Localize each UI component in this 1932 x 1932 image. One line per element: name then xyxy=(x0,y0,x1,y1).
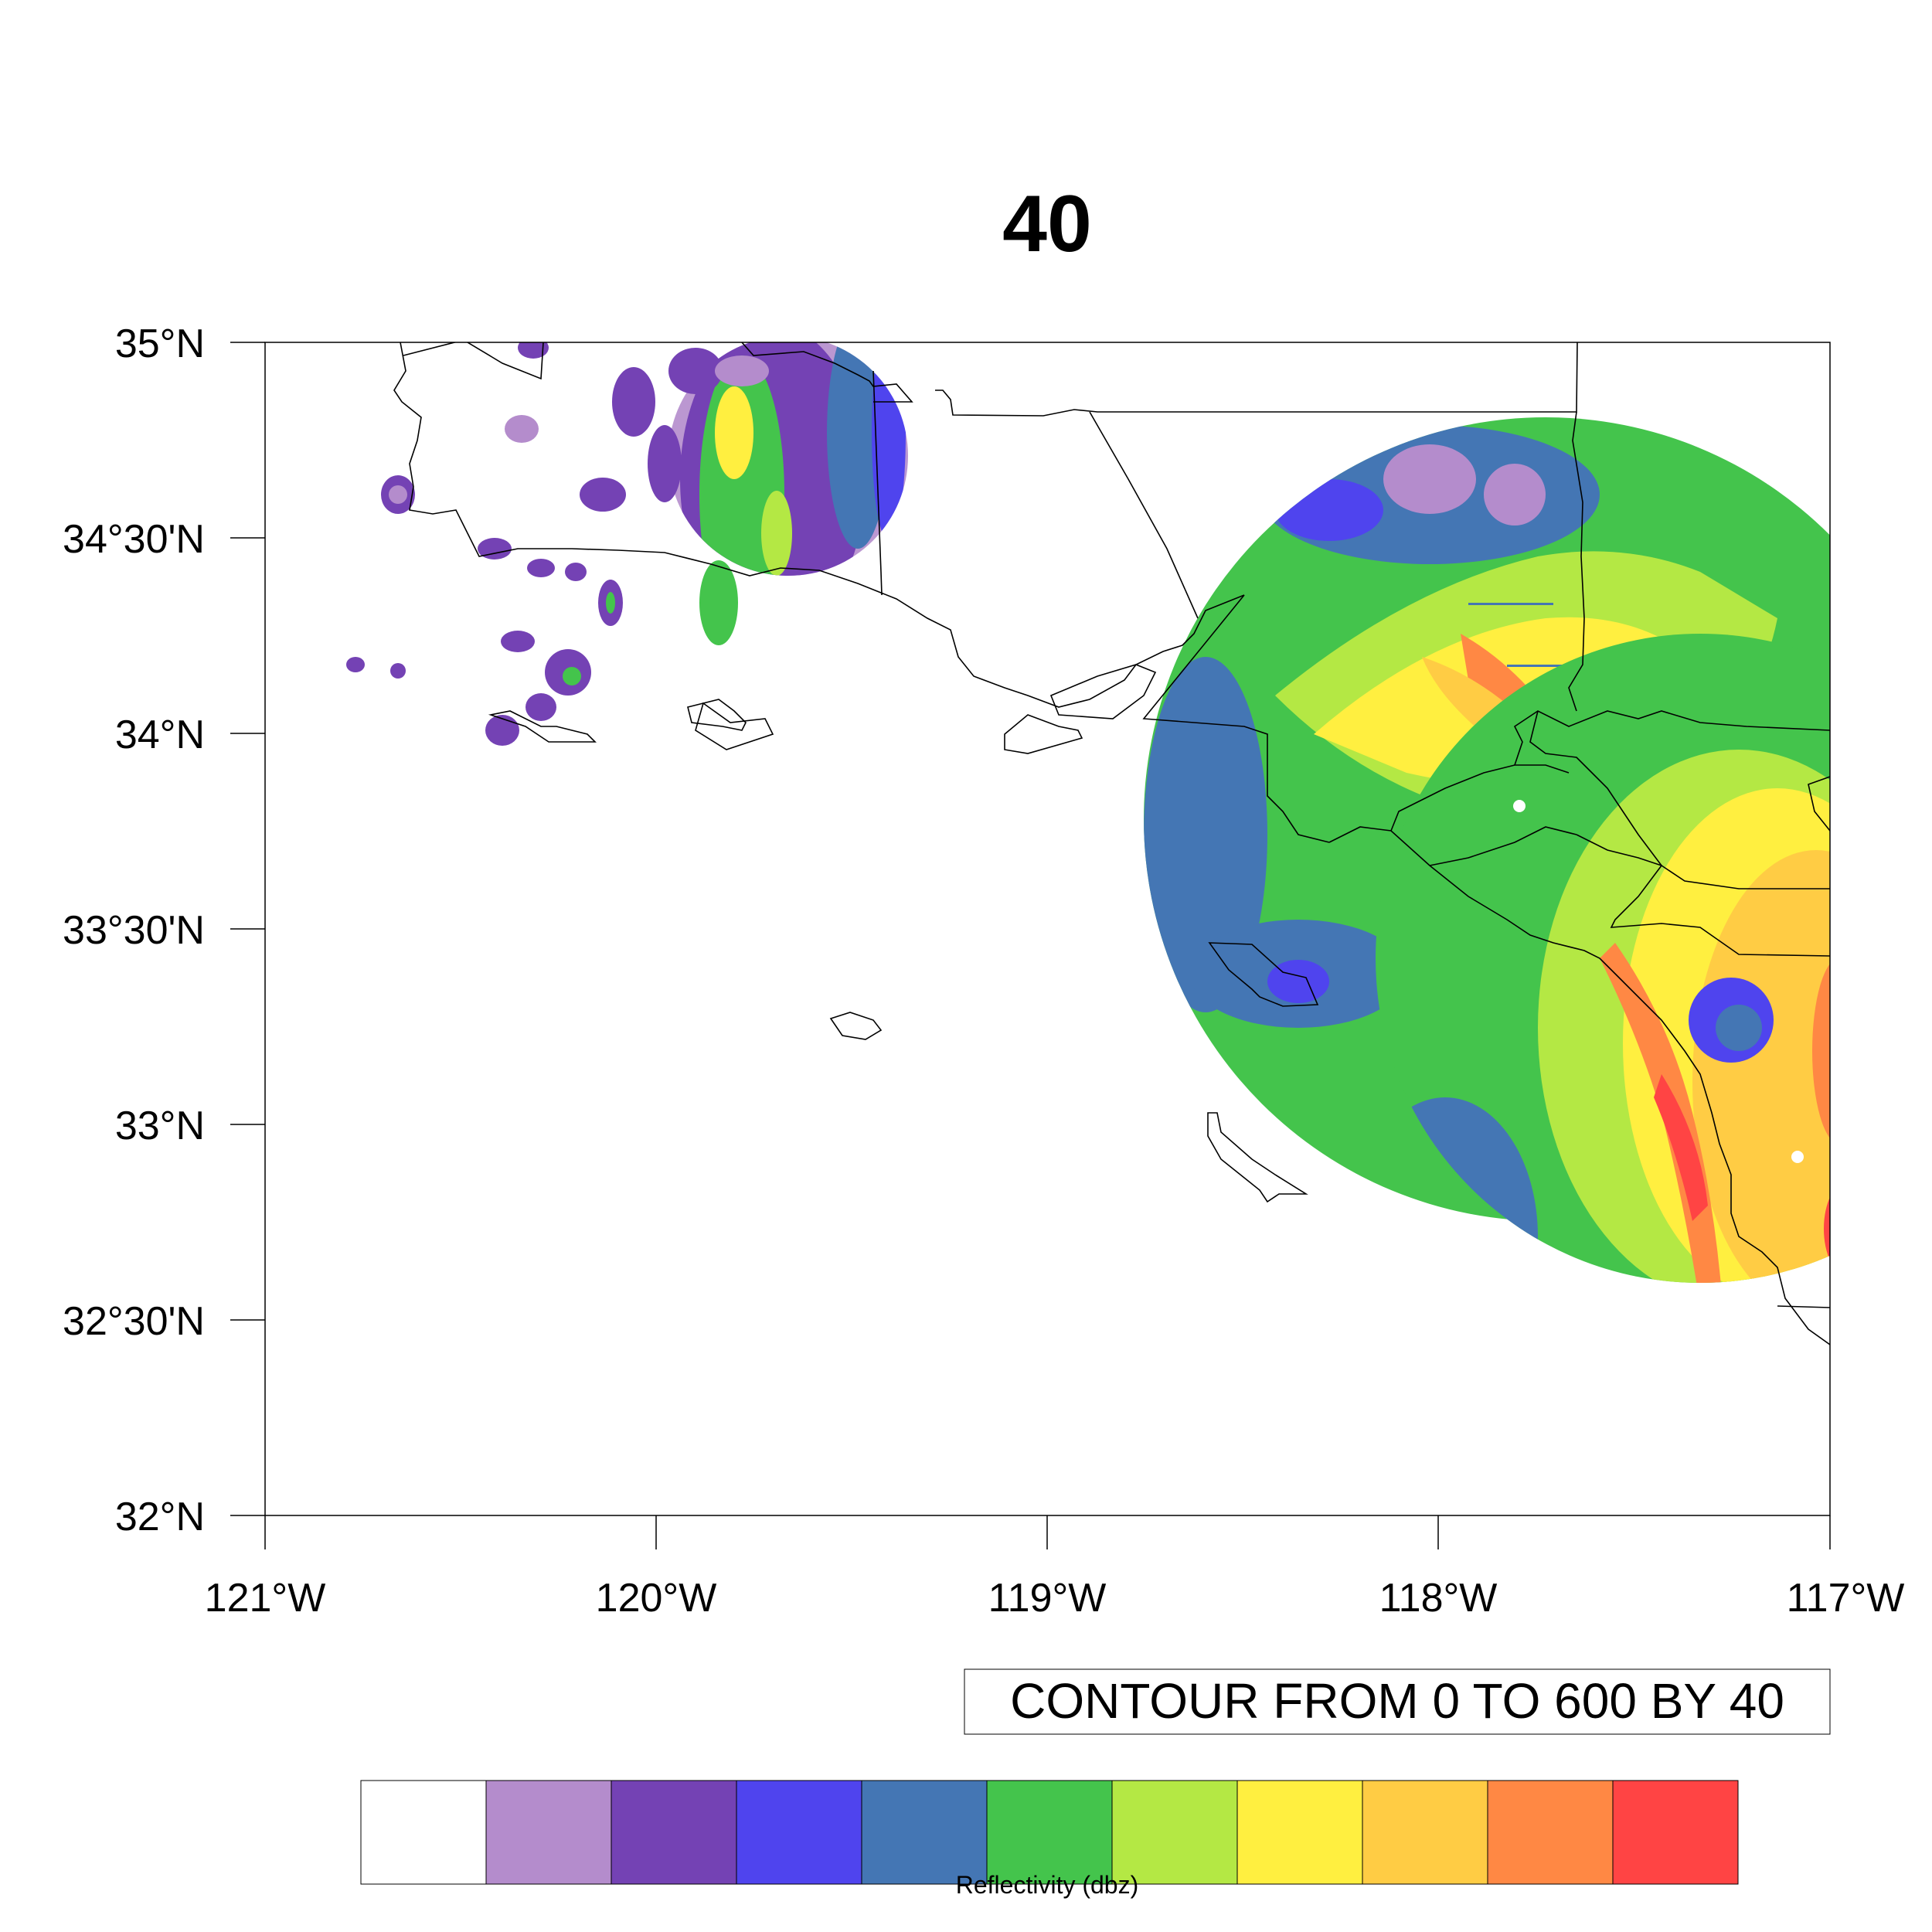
lat-label: 32°30'N xyxy=(63,1299,205,1344)
colorbar-tick-label: 35 xyxy=(1215,1929,1260,1932)
colorbar-swatch xyxy=(986,1780,1113,1885)
colorbar-swatch xyxy=(736,1780,862,1885)
colorbar-swatch xyxy=(1362,1780,1488,1885)
lon-label: 120°W xyxy=(596,1576,717,1621)
lat-label: 34°30'N xyxy=(63,517,205,562)
colorbar-tick-label: 5 xyxy=(475,1929,498,1932)
latitude-labels: 35°N 34°30'N 34°N 33°30'N 33°N 32°30'N 3… xyxy=(63,321,205,1539)
colorbar-swatch xyxy=(1487,1780,1614,1885)
east-radar-echoes xyxy=(1144,417,1830,1283)
colorbar-swatch xyxy=(1111,1780,1238,1885)
lon-label: 118°W xyxy=(1379,1576,1498,1621)
colorbar-tick-label: 40 xyxy=(1340,1929,1385,1932)
colorbar-swatch xyxy=(611,1780,737,1885)
lon-label: 119°W xyxy=(988,1576,1107,1621)
plot-title: 40 xyxy=(1002,179,1092,269)
contour-info-text: CONTOUR FROM 0 TO 600 BY 40 xyxy=(1010,1673,1784,1729)
west-radar-echoes xyxy=(346,342,908,746)
colorbar-tick-label: 20 xyxy=(839,1929,884,1932)
colorbar-swatch xyxy=(485,1780,612,1885)
colorbar-tick-label: 25 xyxy=(964,1929,1009,1932)
colorbar-tick-label: 10 xyxy=(589,1929,634,1932)
lat-label: 34°N xyxy=(115,713,205,757)
map-frame xyxy=(230,342,1831,1549)
colorbar-swatch xyxy=(1236,1780,1363,1885)
longitude-labels: 121°W 120°W 119°W 118°W 117°W xyxy=(205,1576,1905,1621)
colorbar-swatch xyxy=(861,1780,988,1885)
colorbar: 5 10 15 20 25 30 35 40 45 50 xyxy=(360,1780,1739,1932)
colorbar-tick-label: 30 xyxy=(1090,1929,1134,1932)
lat-label: 35°N xyxy=(115,321,205,366)
lat-label: 33°30'N xyxy=(63,908,205,953)
colorbar-swatch xyxy=(1612,1780,1739,1885)
contour-info-box: CONTOUR FROM 0 TO 600 BY 40 xyxy=(964,1668,1831,1735)
lon-label: 121°W xyxy=(205,1576,326,1621)
lat-label: 32°N xyxy=(115,1495,205,1539)
map-plot-area xyxy=(346,342,1830,1345)
colorbar-tick-label: 50 xyxy=(1590,1929,1635,1932)
lon-label: 117°W xyxy=(1787,1576,1905,1621)
lat-label: 33°N xyxy=(115,1104,205,1148)
colorbar-label: Reflectivity (dbz) xyxy=(956,1871,1139,1899)
coastlines-and-boundaries xyxy=(393,342,1830,1345)
colorbar-tick-label: 45 xyxy=(1465,1929,1510,1932)
colorbar-tick-label: 15 xyxy=(714,1929,759,1932)
colorbar-swatch xyxy=(360,1780,487,1885)
